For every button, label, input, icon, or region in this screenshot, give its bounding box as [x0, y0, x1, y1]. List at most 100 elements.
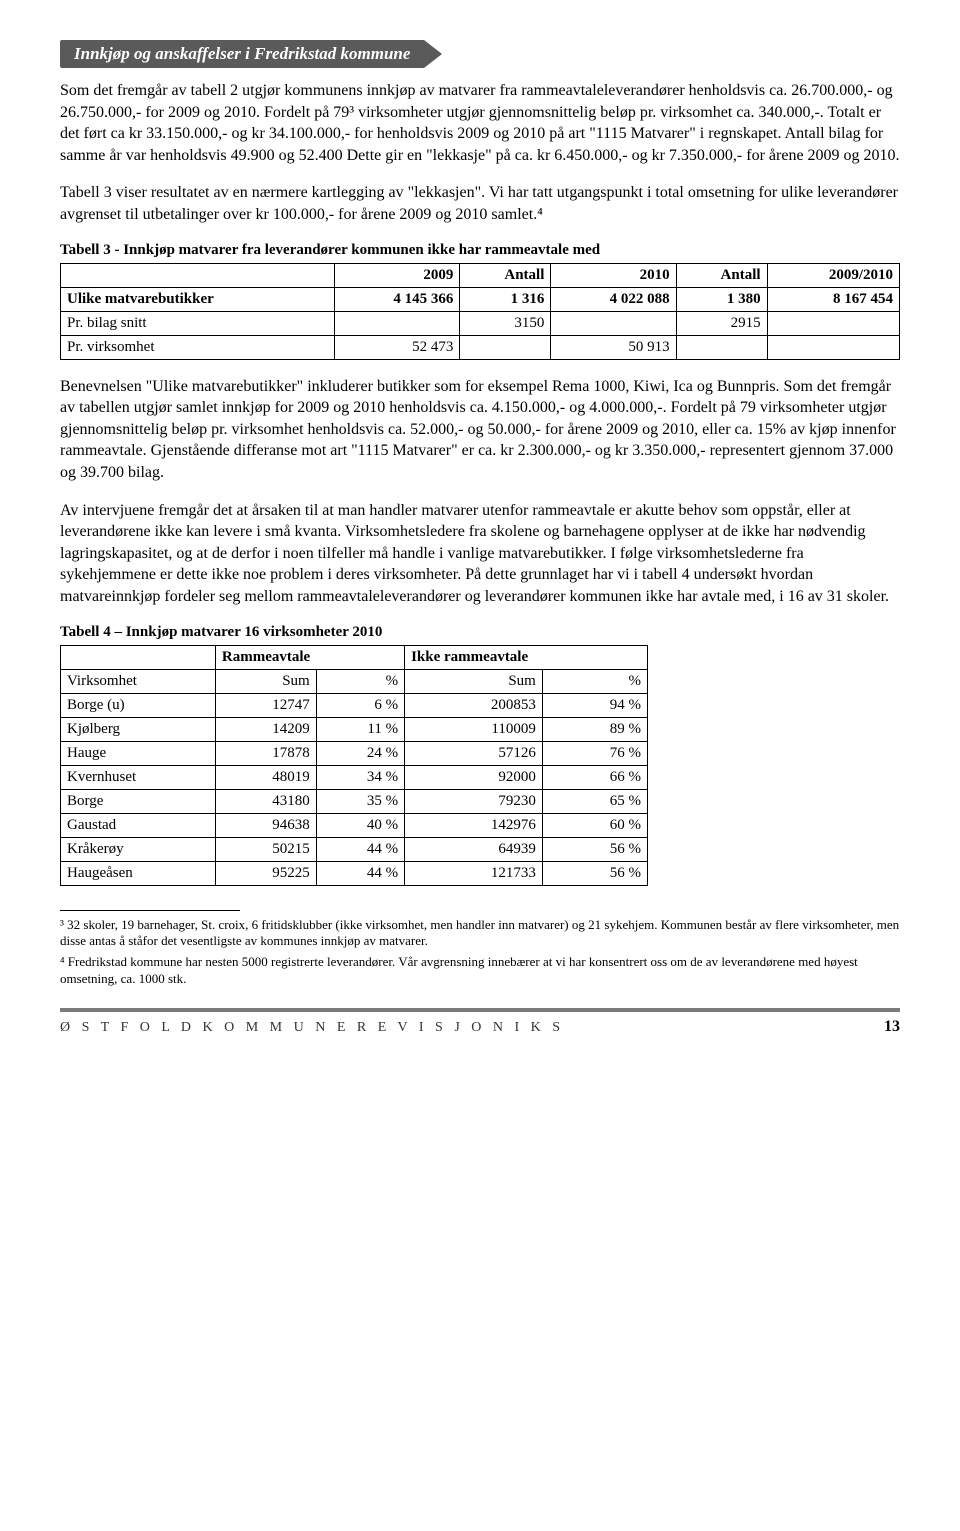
paragraph-4: Av intervjuene fremgår det at årsaken ti…: [60, 500, 900, 608]
t3-label: Pr. virksomhet: [61, 335, 335, 359]
t4-ra-pct: 40 %: [316, 813, 404, 837]
t4-ra-pct: 44 %: [316, 837, 404, 861]
footnote-separator: [60, 910, 240, 911]
footer-org: Ø S T F O L D K O M M U N E R E V I S J …: [60, 1020, 564, 1036]
t4-name: Gaustad: [61, 813, 216, 837]
table3-header-row: 2009 Antall 2010 Antall 2009/2010: [61, 263, 900, 287]
table-row: Pr. virksomhet52 473 50 913: [61, 335, 900, 359]
table-row: Hauge1787824 %5712676 %: [61, 741, 648, 765]
t4-gh1: Rammeavtale: [215, 645, 404, 669]
t4-ira-pct: 66 %: [542, 765, 647, 789]
t4-ra-sum: 17878: [215, 741, 316, 765]
t4-gh2: Ikke rammeavtale: [405, 645, 648, 669]
t4-ra-pct: 44 %: [316, 861, 404, 885]
t4-ra-sum: 50215: [215, 837, 316, 861]
table3-h4: Antall: [676, 263, 767, 287]
page-header-banner: Innkjøp og anskaffelser i Fredrikstad ko…: [60, 40, 900, 68]
t4-ra-sum: 95225: [215, 861, 316, 885]
table-row: Borge4318035 %7923065 %: [61, 789, 648, 813]
footnote-4: ⁴ Fredrikstad kommune har nesten 5000 re…: [60, 954, 900, 988]
t4-name: Kjølberg: [61, 717, 216, 741]
t4-ira-pct: 56 %: [542, 837, 647, 861]
t3-c5: 8 167 454: [767, 287, 899, 311]
t4-ra-pct: 24 %: [316, 741, 404, 765]
t3-c3: 50 913: [551, 335, 676, 359]
table3-h0: [61, 263, 335, 287]
t4-sh0: Virksomhet: [61, 669, 216, 693]
t3-c4: 1 380: [676, 287, 767, 311]
table-row: Ulike matvarebutikker4 145 3661 3164 022…: [61, 287, 900, 311]
t3-c2: 3150: [460, 311, 551, 335]
t3-label: Ulike matvarebutikker: [61, 287, 335, 311]
t4-ira-pct: 89 %: [542, 717, 647, 741]
t4-name: Kråkerøy: [61, 837, 216, 861]
t3-c1: 4 145 366: [335, 287, 460, 311]
t4-name: Hauge: [61, 741, 216, 765]
footer-page-number: 13: [884, 1018, 900, 1036]
t4-ra-sum: 14209: [215, 717, 316, 741]
t4-ira-sum: 121733: [405, 861, 543, 885]
t4-ira-pct: 56 %: [542, 861, 647, 885]
t3-c2: [460, 335, 551, 359]
t3-label: Pr. bilag snitt: [61, 311, 335, 335]
t4-ra-pct: 34 %: [316, 765, 404, 789]
table-row: Pr. bilag snitt31502915: [61, 311, 900, 335]
table3-h5: 2009/2010: [767, 263, 899, 287]
t4-sh1: Sum: [215, 669, 316, 693]
table3-h2: Antall: [460, 263, 551, 287]
t3-c5: [767, 335, 899, 359]
table3: 2009 Antall 2010 Antall 2009/2010 Ulike …: [60, 263, 900, 360]
banner-chevron: [424, 40, 442, 68]
table4-group-header: Rammeavtale Ikke rammeavtale: [61, 645, 648, 669]
t3-c4: [676, 335, 767, 359]
t4-ra-pct: 6 %: [316, 693, 404, 717]
t4-ira-pct: 60 %: [542, 813, 647, 837]
table3-h3: 2010: [551, 263, 676, 287]
t3-c5: [767, 311, 899, 335]
t3-c1: 52 473: [335, 335, 460, 359]
t4-name: Haugeåsen: [61, 861, 216, 885]
paragraph-3: Benevnelsen "Ulike matvarebutikker" inkl…: [60, 376, 900, 484]
t4-ra-sum: 12747: [215, 693, 316, 717]
t4-name: Borge (u): [61, 693, 216, 717]
t4-sh4: %: [542, 669, 647, 693]
t4-ira-sum: 110009: [405, 717, 543, 741]
t4-ira-sum: 57126: [405, 741, 543, 765]
footnote-3: ³ 32 skoler, 19 barnehager, St. croix, 6…: [60, 917, 900, 951]
paragraph-1: Som det fremgår av tabell 2 utgjør kommu…: [60, 80, 900, 166]
table4-sub-header: Virksomhet Sum % Sum %: [61, 669, 648, 693]
table4-title: Tabell 4 – Innkjøp matvarer 16 virksomhe…: [60, 624, 900, 641]
t4-ra-pct: 11 %: [316, 717, 404, 741]
t4-ira-sum: 92000: [405, 765, 543, 789]
t4-ira-sum: 64939: [405, 837, 543, 861]
t3-c3: [551, 311, 676, 335]
t4-ra-pct: 35 %: [316, 789, 404, 813]
t4-ra-sum: 48019: [215, 765, 316, 789]
table-row: Kvernhuset4801934 %9200066 %: [61, 765, 648, 789]
t4-sh3: Sum: [405, 669, 543, 693]
t4-ira-pct: 65 %: [542, 789, 647, 813]
table3-h1: 2009: [335, 263, 460, 287]
t4-sh2: %: [316, 669, 404, 693]
table-row: Haugeåsen9522544 %12173356 %: [61, 861, 648, 885]
table4: Rammeavtale Ikke rammeavtale Virksomhet …: [60, 645, 648, 886]
table3-title: Tabell 3 - Innkjøp matvarer fra leverand…: [60, 242, 900, 259]
t4-name: Kvernhuset: [61, 765, 216, 789]
t4-gh0: [61, 645, 216, 669]
table-row: Kråkerøy5021544 %6493956 %: [61, 837, 648, 861]
t3-c2: 1 316: [460, 287, 551, 311]
t4-ira-sum: 79230: [405, 789, 543, 813]
t4-ira-sum: 142976: [405, 813, 543, 837]
t4-ira-pct: 94 %: [542, 693, 647, 717]
table-row: Gaustad9463840 %14297660 %: [61, 813, 648, 837]
t3-c3: 4 022 088: [551, 287, 676, 311]
t4-name: Borge: [61, 789, 216, 813]
t4-ira-pct: 76 %: [542, 741, 647, 765]
t4-ira-sum: 200853: [405, 693, 543, 717]
table-row: Borge (u)127476 %20085394 %: [61, 693, 648, 717]
banner-title: Innkjøp og anskaffelser i Fredrikstad ko…: [60, 40, 424, 68]
paragraph-2: Tabell 3 viser resultatet av en nærmere …: [60, 182, 900, 225]
t4-ra-sum: 43180: [215, 789, 316, 813]
table-row: Kjølberg1420911 %11000989 %: [61, 717, 648, 741]
t4-ra-sum: 94638: [215, 813, 316, 837]
